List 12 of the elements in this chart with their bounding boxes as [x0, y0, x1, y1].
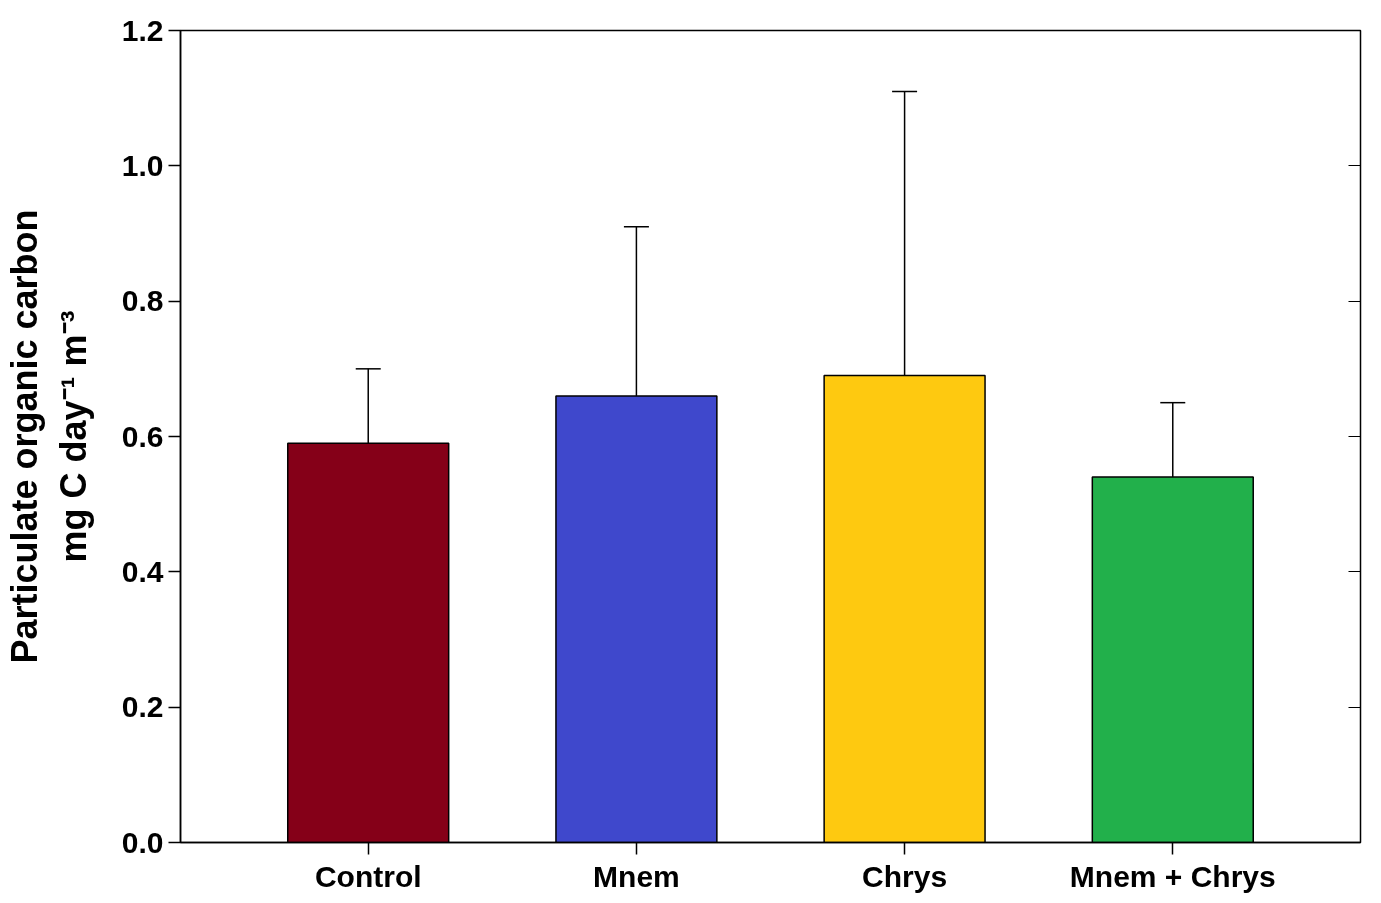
x-tick-label: Mnem — [593, 859, 680, 893]
y-tick-label: 0.4 — [121, 554, 164, 588]
y-tick-label: 1.2 — [121, 13, 164, 47]
y-tick-label: 0.6 — [121, 419, 164, 453]
x-tick-label: Mnem + Chrys — [1069, 859, 1276, 893]
x-tick-label: Chrys — [862, 859, 948, 893]
y-tick-label: 0.8 — [121, 284, 164, 318]
y-tick-label: 0.0 — [121, 825, 164, 859]
y-tick-label: 0.2 — [121, 690, 164, 724]
x-tick-label: Control — [314, 859, 422, 893]
y-tick-label: 1.0 — [121, 148, 164, 182]
y-axis-title: Particulate organic carbon mg C day⁻¹ m⁻³ — [3, 209, 94, 664]
